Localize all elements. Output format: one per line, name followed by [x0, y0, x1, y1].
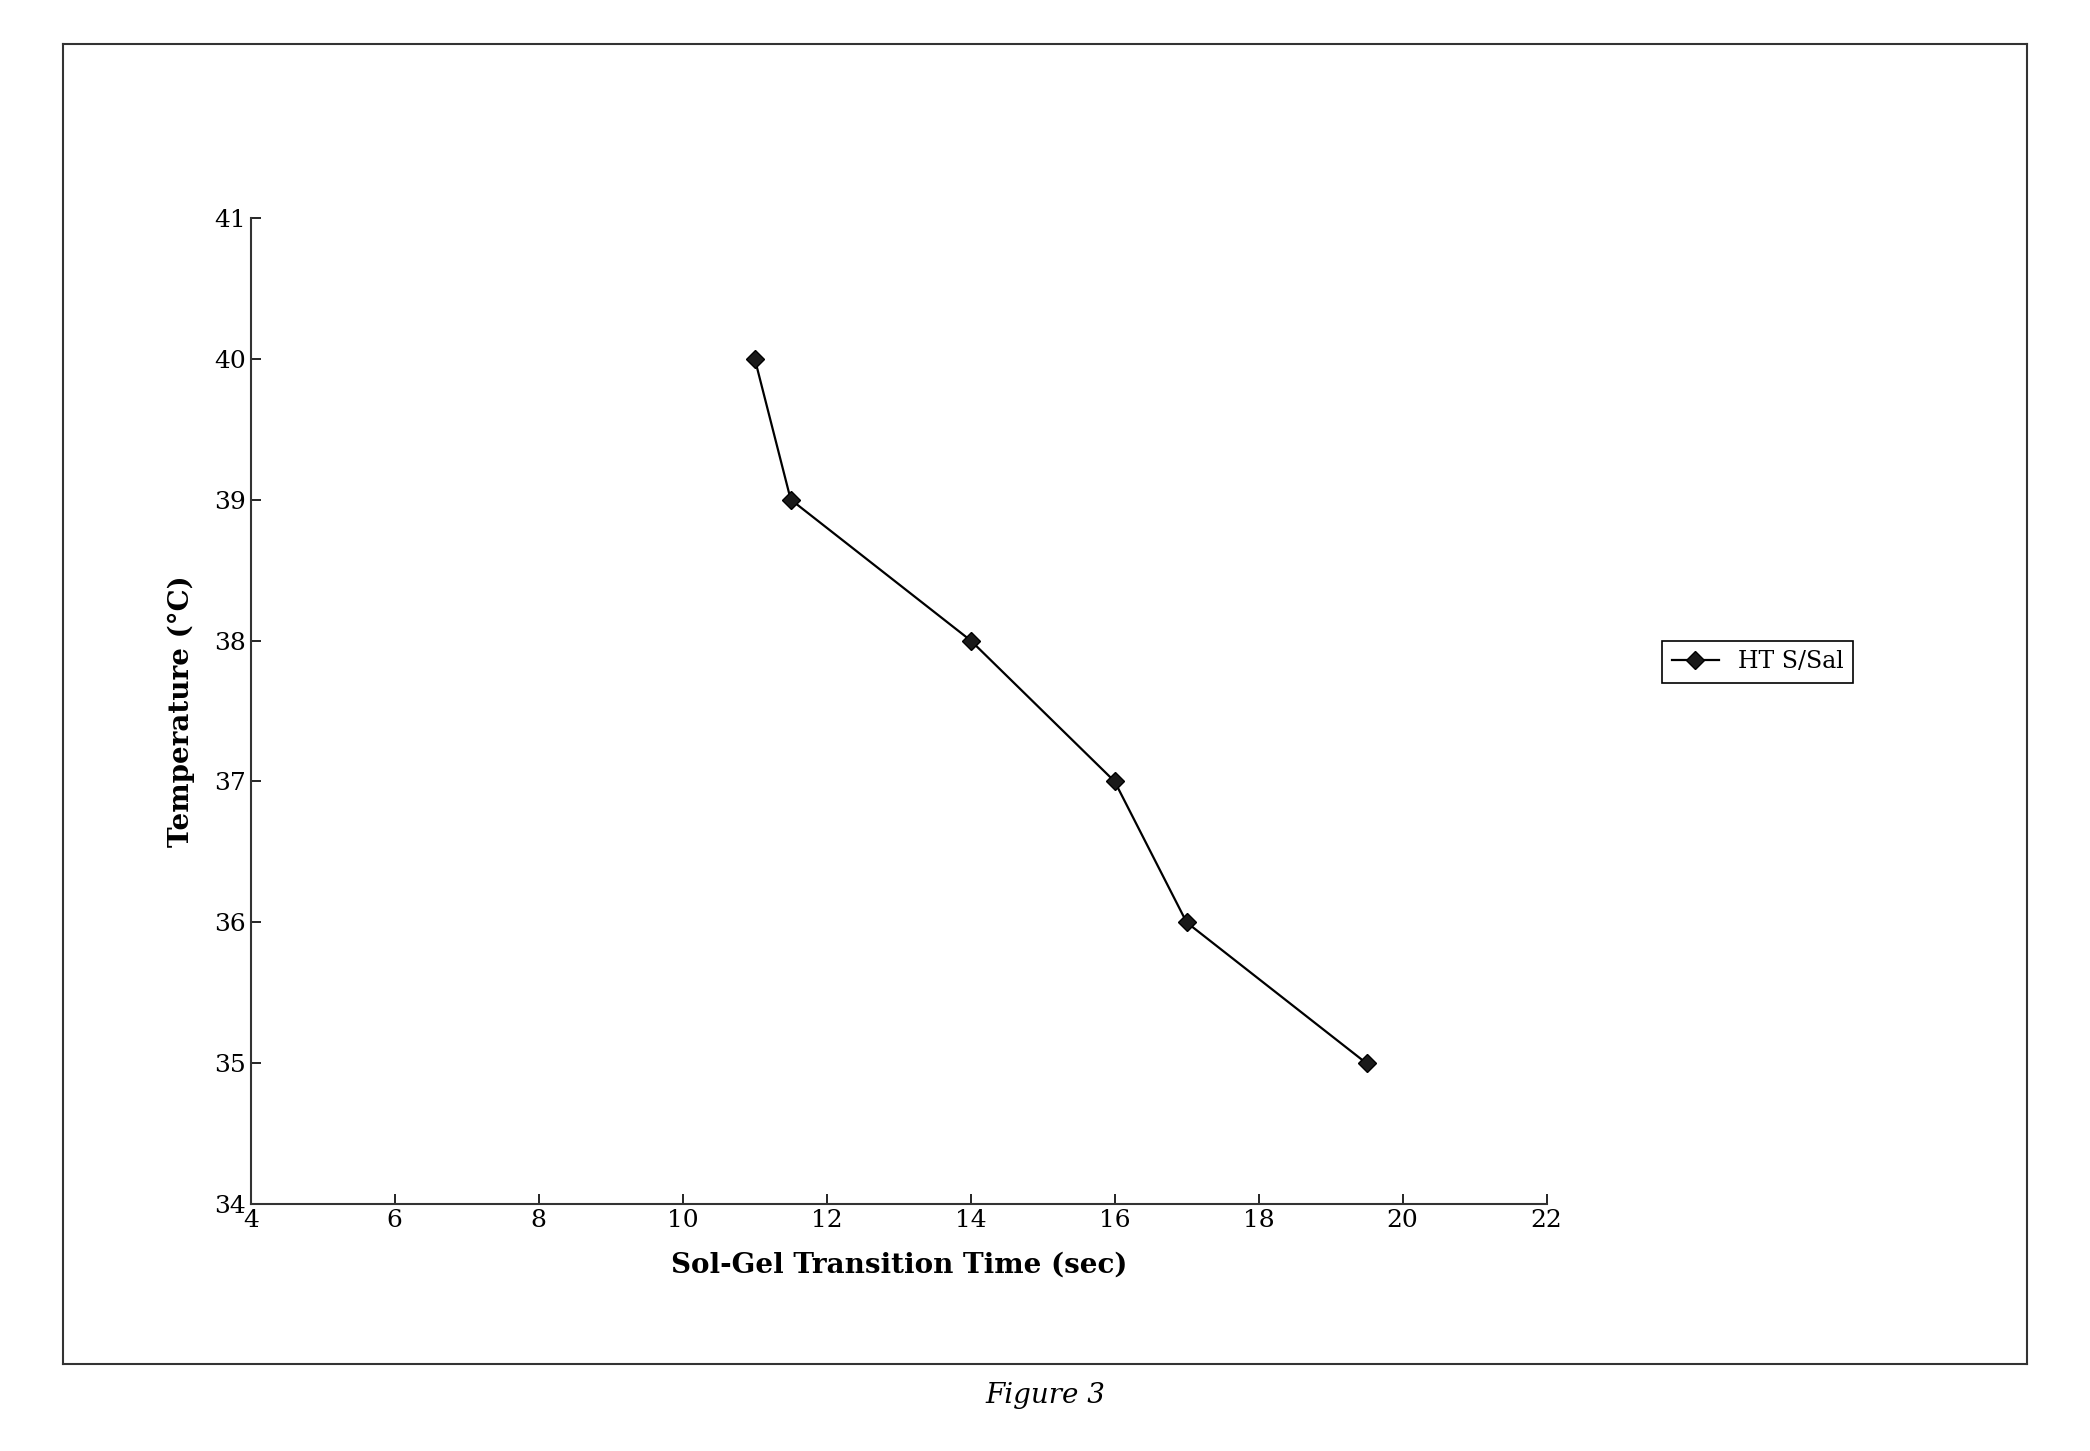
HT S/Sal [1175, 914, 1200, 932]
Text: Figure 3: Figure 3 [984, 1383, 1106, 1409]
HT S/Sal [1101, 773, 1127, 791]
HT S/Sal [777, 490, 803, 508]
HT S/Sal [742, 350, 767, 367]
Legend: HT S/Sal: HT S/Sal [1662, 641, 1854, 682]
Line: HT S/Sal: HT S/Sal [748, 353, 1373, 1069]
Y-axis label: Temperature (°C): Temperature (°C) [167, 575, 194, 847]
X-axis label: Sol-Gel Transition Time (sec): Sol-Gel Transition Time (sec) [671, 1252, 1127, 1278]
HT S/Sal [957, 631, 982, 649]
HT S/Sal [1354, 1055, 1379, 1072]
